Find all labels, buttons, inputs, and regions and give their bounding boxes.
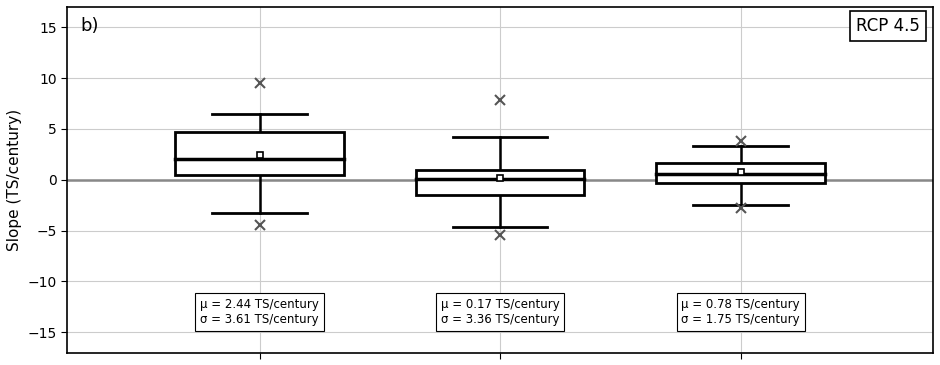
Text: b): b) (80, 17, 99, 35)
Text: μ = 0.17 TS/century
σ = 3.36 TS/century: μ = 0.17 TS/century σ = 3.36 TS/century (441, 298, 559, 326)
Y-axis label: Slope (TS/century): Slope (TS/century) (7, 109, 22, 251)
Text: RCP 4.5: RCP 4.5 (856, 17, 920, 35)
Bar (176, 132, 344, 174)
Bar (415, 170, 585, 195)
Bar (656, 164, 824, 183)
Text: μ = 2.44 TS/century
σ = 3.61 TS/century: μ = 2.44 TS/century σ = 3.61 TS/century (200, 298, 319, 326)
Text: μ = 0.78 TS/century
σ = 1.75 TS/century: μ = 0.78 TS/century σ = 1.75 TS/century (682, 298, 800, 326)
